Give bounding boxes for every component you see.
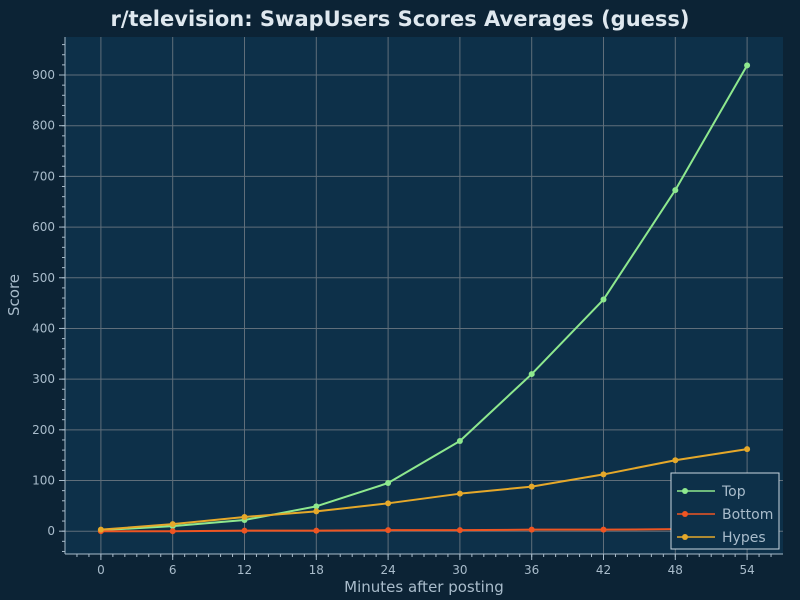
legend-label-hypes: Hypes xyxy=(722,530,766,546)
y-tick-label: 200 xyxy=(32,423,55,437)
y-tick-label: 100 xyxy=(32,474,55,488)
x-axis-label: Minutes after posting xyxy=(344,578,504,596)
y-tick-label: 900 xyxy=(32,68,55,82)
data-point-hypes xyxy=(456,490,463,497)
data-point-top xyxy=(600,296,607,303)
data-point-bottom xyxy=(600,526,607,533)
y-axis-label: Score xyxy=(5,274,23,316)
data-point-bottom xyxy=(456,527,463,534)
legend-swatch-marker-hypes xyxy=(682,534,688,540)
data-point-hypes xyxy=(241,513,248,520)
x-tick-label: 30 xyxy=(452,563,467,577)
x-tick-label: 48 xyxy=(668,563,683,577)
data-point-hypes xyxy=(313,508,320,515)
chart-title: r/television: SwapUsers Scores Averages … xyxy=(111,7,690,31)
data-point-top xyxy=(672,187,679,194)
y-tick-label: 800 xyxy=(32,119,55,133)
data-point-hypes xyxy=(169,521,176,528)
legend-label-top: Top xyxy=(721,484,746,500)
data-point-bottom xyxy=(385,527,392,534)
data-point-hypes xyxy=(97,526,104,533)
axes: 0 100 200 300 400 500 600 700 800 900 0 6 12 18 24 30 36… xyxy=(32,37,783,577)
data-point-hypes xyxy=(600,471,607,478)
x-tick-label: 18 xyxy=(309,563,324,577)
series xyxy=(97,62,751,535)
legend-swatch-marker-bottom xyxy=(682,511,688,517)
data-point-hypes xyxy=(744,446,751,453)
y-tick-label: 500 xyxy=(32,271,55,285)
x-tick-label: 42 xyxy=(596,563,611,577)
x-tick-label: 12 xyxy=(237,563,252,577)
legend: Top Bottom Hypes xyxy=(670,472,780,550)
data-point-hypes xyxy=(528,483,535,490)
data-point-top xyxy=(744,62,751,69)
data-point-top xyxy=(385,480,392,487)
y-tick-label: 300 xyxy=(32,372,55,386)
y-tick-label: 700 xyxy=(32,169,55,183)
series-line-top xyxy=(100,64,748,532)
y-tick-label: 400 xyxy=(32,321,55,335)
data-point-bottom xyxy=(528,526,535,533)
y-tick-label: 0 xyxy=(47,524,55,538)
data-point-hypes xyxy=(385,500,392,507)
x-tick-label: 24 xyxy=(380,563,395,577)
legend-swatch-marker-top xyxy=(682,488,688,494)
y-tick-label: 600 xyxy=(32,220,55,234)
x-tick-label: 0 xyxy=(97,563,105,577)
data-point-bottom xyxy=(241,527,248,534)
legend-label-bottom: Bottom xyxy=(722,507,773,523)
x-tick-label: 54 xyxy=(739,563,754,577)
series-line-bottom xyxy=(100,528,748,533)
data-point-top xyxy=(528,371,535,378)
series-line-hypes xyxy=(100,448,748,531)
data-point-top xyxy=(456,437,463,444)
data-point-hypes xyxy=(672,457,679,464)
x-tick-label: 36 xyxy=(524,563,539,577)
data-point-top xyxy=(313,503,320,510)
data-point-bottom xyxy=(169,528,176,535)
x-tick-label: 6 xyxy=(169,563,177,577)
data-point-bottom xyxy=(313,527,320,534)
plot-area xyxy=(65,37,783,554)
grid xyxy=(65,37,783,554)
